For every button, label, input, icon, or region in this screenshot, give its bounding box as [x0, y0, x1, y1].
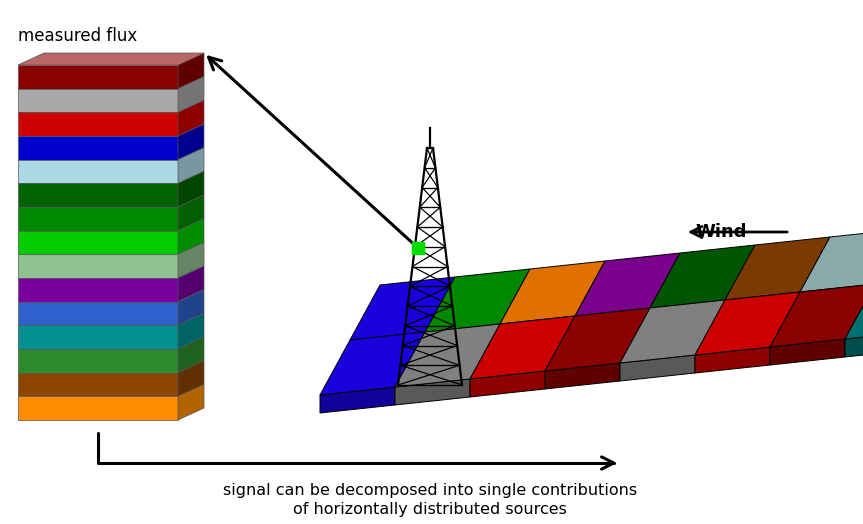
Polygon shape [695, 292, 800, 355]
Polygon shape [18, 373, 178, 396]
Polygon shape [845, 276, 863, 339]
Polygon shape [18, 112, 178, 136]
Polygon shape [178, 77, 204, 112]
Polygon shape [178, 384, 204, 420]
Polygon shape [620, 300, 725, 363]
Polygon shape [545, 363, 620, 389]
Polygon shape [395, 379, 470, 405]
Polygon shape [18, 89, 178, 112]
Polygon shape [18, 160, 178, 183]
Polygon shape [320, 332, 425, 395]
Text: signal can be decomposed into single contributions
of horizontally distributed s: signal can be decomposed into single con… [223, 483, 637, 517]
Polygon shape [500, 261, 605, 324]
Polygon shape [178, 361, 204, 396]
Polygon shape [770, 339, 845, 365]
Polygon shape [545, 308, 650, 371]
Polygon shape [18, 136, 178, 160]
Polygon shape [18, 278, 178, 302]
Polygon shape [18, 65, 178, 89]
Polygon shape [800, 229, 863, 292]
Polygon shape [178, 53, 204, 89]
Polygon shape [178, 124, 204, 160]
Polygon shape [395, 324, 500, 387]
Polygon shape [178, 195, 204, 231]
Polygon shape [178, 290, 204, 325]
Polygon shape [18, 207, 178, 231]
Polygon shape [350, 277, 455, 340]
Polygon shape [650, 245, 755, 308]
Polygon shape [470, 371, 545, 397]
Polygon shape [18, 302, 178, 325]
Polygon shape [178, 242, 204, 278]
Polygon shape [18, 325, 178, 349]
Polygon shape [320, 387, 395, 413]
Polygon shape [425, 269, 530, 332]
Polygon shape [725, 237, 830, 300]
Polygon shape [178, 337, 204, 373]
Polygon shape [178, 100, 204, 136]
Polygon shape [178, 266, 204, 302]
Polygon shape [18, 183, 178, 207]
Polygon shape [575, 253, 680, 316]
Polygon shape [845, 331, 863, 357]
Polygon shape [18, 231, 178, 254]
Polygon shape [770, 284, 863, 347]
Polygon shape [178, 313, 204, 349]
Polygon shape [470, 316, 575, 379]
Text: measured flux: measured flux [18, 27, 137, 45]
Polygon shape [18, 349, 178, 373]
Polygon shape [178, 171, 204, 207]
Polygon shape [18, 254, 178, 278]
Polygon shape [18, 53, 204, 65]
Polygon shape [178, 219, 204, 254]
Text: Wind: Wind [695, 223, 746, 241]
Polygon shape [695, 347, 770, 373]
Polygon shape [18, 396, 178, 420]
Polygon shape [178, 148, 204, 183]
Polygon shape [620, 355, 695, 381]
